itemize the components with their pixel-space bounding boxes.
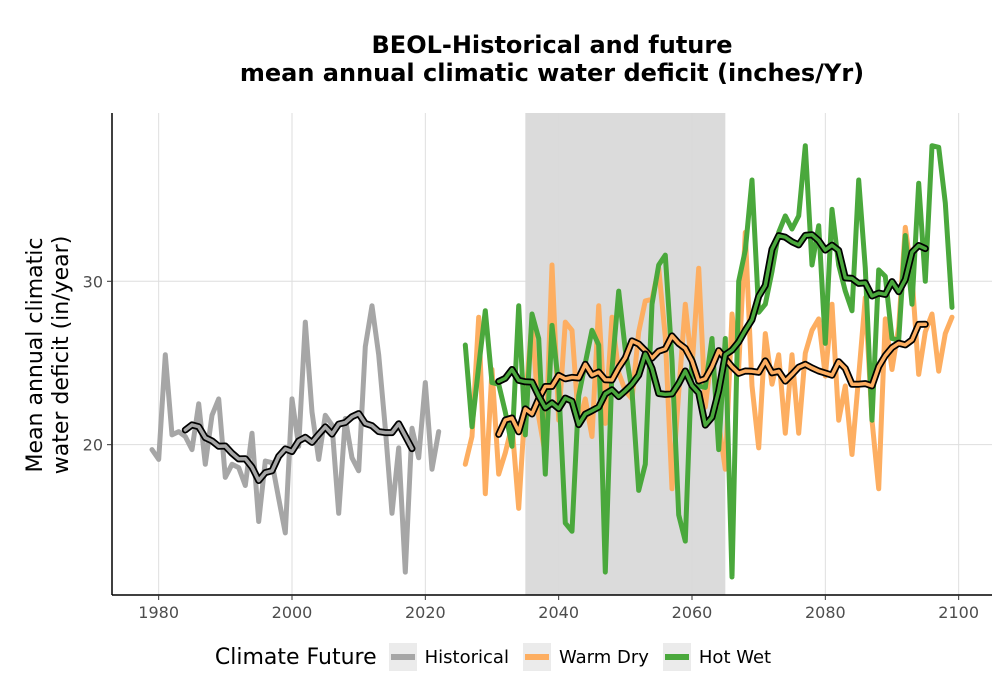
series-line-historical bbox=[149, 303, 442, 575]
x-tick-label-2000: 2000 bbox=[272, 603, 313, 622]
legend: Climate Future Historical Warm Dry Hot W… bbox=[0, 640, 1000, 674]
chart-title-line-2: mean annual climatic water deficit (inch… bbox=[239, 59, 865, 87]
legend-key-historical bbox=[388, 643, 417, 671]
running-mean-line-hot-wet bbox=[496, 232, 928, 427]
legend-title: Climate Future bbox=[214, 644, 377, 670]
legend-key-hot-wet bbox=[662, 643, 691, 671]
legend-label-hot-wet: Hot Wet bbox=[698, 646, 772, 668]
x-tick-label-2080: 2080 bbox=[805, 603, 846, 622]
legend-label-historical: Historical bbox=[424, 646, 509, 668]
running-mean-line-warm-dry bbox=[496, 322, 928, 437]
axes bbox=[111, 113, 992, 596]
x-tick-label-2020: 2020 bbox=[405, 603, 446, 622]
running-mean-line-historical bbox=[183, 411, 414, 483]
legend-swatch-warm-dry bbox=[524, 654, 549, 660]
legend-item-warm-dry: Warm Dry bbox=[522, 643, 649, 671]
tick-labels: 1980 2000 2020 2040 2060 2080 2100 20 30 bbox=[83, 272, 979, 622]
legend-item-historical: Historical bbox=[388, 643, 509, 671]
legend-item-hot-wet: Hot Wet bbox=[662, 643, 772, 671]
series-line-hot-wet bbox=[462, 143, 955, 580]
x-tick-label-1980: 1980 bbox=[138, 603, 179, 622]
x-tick-label-2060: 2060 bbox=[672, 603, 713, 622]
x-tick-label-2040: 2040 bbox=[538, 603, 579, 622]
y-tick-label-30: 30 bbox=[83, 272, 103, 291]
y-axis-title-line-2: water deficit (in/year) bbox=[49, 236, 74, 475]
legend-label-warm-dry: Warm Dry bbox=[558, 646, 649, 668]
y-axis-title-line-1: Mean annual climatic bbox=[23, 238, 48, 473]
chart-title-line-1: BEOL-Historical and future bbox=[371, 31, 733, 59]
legend-swatch-hot-wet bbox=[664, 654, 689, 660]
running-mean-lines bbox=[181, 231, 929, 484]
legend-key-warm-dry bbox=[522, 643, 551, 671]
y-tick-label-20: 20 bbox=[83, 436, 103, 455]
x-tick-label-2100: 2100 bbox=[938, 603, 979, 622]
legend-swatch-historical bbox=[390, 654, 415, 660]
